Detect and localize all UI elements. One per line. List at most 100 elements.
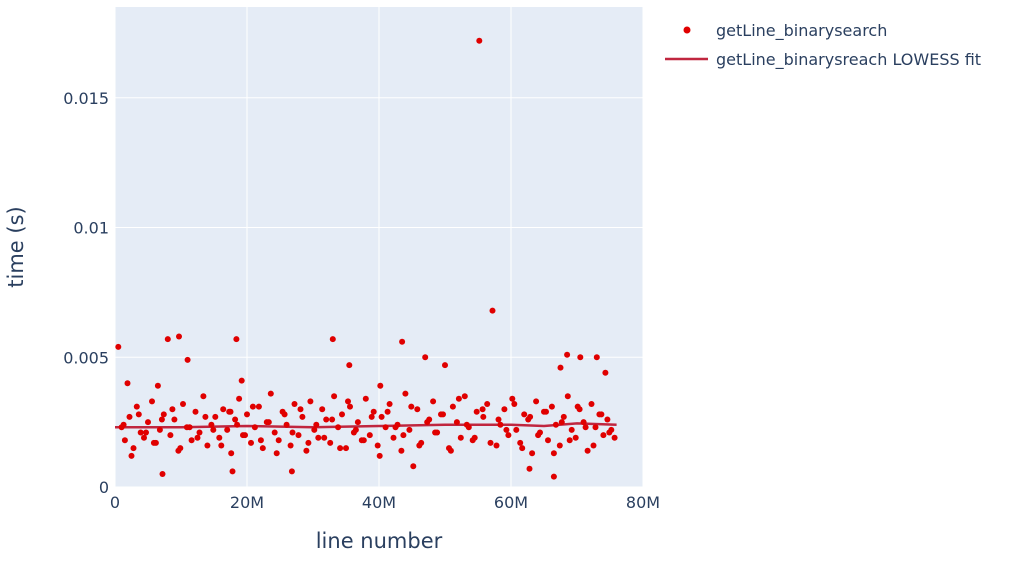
data-point (521, 411, 528, 418)
data-point (527, 413, 534, 420)
data-point (329, 336, 336, 343)
data-point (461, 393, 468, 400)
data-point (323, 416, 330, 423)
data-point (519, 445, 526, 452)
data-point (297, 406, 304, 413)
data-point (319, 406, 326, 413)
data-point (529, 450, 536, 457)
x-tick-label: 0 (110, 493, 120, 512)
data-point (177, 445, 184, 452)
data-point (171, 416, 178, 423)
data-point (244, 411, 250, 418)
data-point (228, 450, 235, 457)
data-point (233, 336, 240, 343)
data-point (135, 411, 142, 418)
data-point (399, 338, 406, 345)
data-point (283, 421, 290, 428)
data-point (124, 380, 131, 387)
data-point (265, 419, 272, 426)
data-point (550, 473, 557, 480)
data-point (377, 382, 384, 389)
data-point (376, 452, 383, 459)
data-point (382, 424, 389, 431)
data-point (275, 437, 282, 444)
data-point (463, 421, 470, 428)
data-point (212, 413, 219, 420)
data-point (145, 419, 151, 426)
data-point (115, 343, 122, 350)
data-point (453, 419, 460, 426)
data-point (335, 424, 342, 431)
data-point (568, 426, 575, 433)
data-point (242, 432, 248, 439)
legend[interactable]: getLine_binarysearch getLine_binarysreac… (665, 21, 981, 70)
x-tick-label: 60M (494, 493, 528, 512)
legend-label-fit: getLine_binarysreach LOWESS fit (716, 50, 981, 70)
data-point (295, 432, 302, 439)
data-point (126, 413, 133, 420)
data-point (489, 307, 496, 314)
data-point (543, 408, 549, 415)
data-point (503, 426, 510, 433)
data-point (232, 416, 239, 423)
data-point (188, 437, 195, 444)
data-point (517, 439, 524, 446)
legend-item-fit[interactable]: getLine_binarysreach LOWESS fit (665, 50, 981, 70)
data-point (210, 426, 217, 433)
legend-item-points[interactable]: getLine_binarysearch (683, 21, 888, 41)
y-tick-label: 0 (99, 478, 109, 497)
data-point (305, 439, 312, 446)
x-axis-ticks: 0 20M 40M 60M 80M (110, 493, 660, 512)
data-point (548, 403, 555, 410)
data-point (495, 416, 502, 423)
data-point (307, 398, 314, 405)
data-point (321, 434, 328, 441)
data-point (572, 434, 579, 441)
data-point (473, 408, 480, 415)
data-point (457, 434, 464, 441)
data-point (509, 395, 516, 402)
data-point (392, 424, 399, 431)
y-axis-ticks: 0 0.005 0.01 0.015 (63, 89, 109, 497)
data-point (224, 426, 231, 433)
data-point (291, 401, 298, 407)
data-point (386, 401, 393, 407)
data-point (593, 354, 600, 361)
data-point (249, 403, 256, 410)
data-point (440, 411, 446, 418)
data-point (574, 403, 581, 410)
data-point (216, 434, 223, 441)
data-point (604, 416, 611, 423)
data-point (121, 437, 128, 444)
data-point (186, 424, 193, 431)
data-point (143, 429, 149, 436)
data-point (180, 401, 186, 407)
data-point (346, 362, 353, 369)
data-point (130, 445, 137, 452)
data-point (196, 429, 203, 436)
data-point (362, 395, 369, 402)
data-point (169, 406, 176, 413)
data-point (501, 406, 508, 413)
data-point (208, 421, 215, 428)
grid-lines (114, 7, 644, 488)
data-point (192, 408, 199, 415)
data-point (158, 416, 165, 423)
data-point (337, 445, 344, 452)
data-point (535, 432, 542, 439)
data-point (505, 432, 512, 439)
data-point (552, 421, 559, 428)
data-point (271, 429, 278, 436)
data-point (400, 432, 407, 439)
data-point (557, 364, 564, 371)
data-point (354, 419, 361, 426)
data-point (313, 421, 320, 428)
data-point (422, 354, 429, 361)
data-point (424, 419, 431, 426)
data-point (120, 421, 127, 428)
data-point (487, 439, 494, 446)
data-point (511, 401, 518, 407)
data-point (526, 465, 533, 472)
data-point (352, 426, 359, 433)
data-point (229, 468, 236, 475)
